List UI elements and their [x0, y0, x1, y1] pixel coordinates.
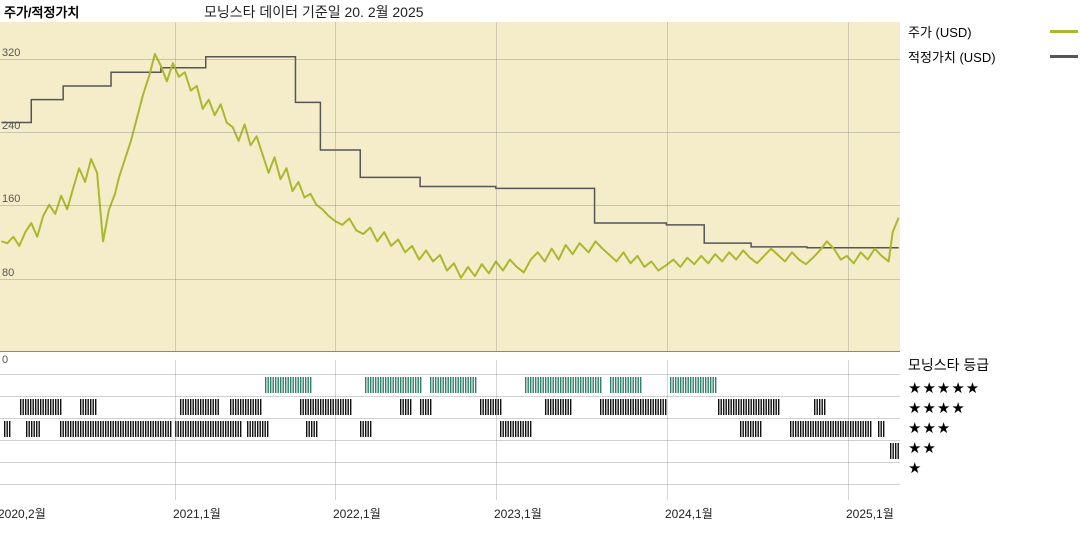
star-row-2: ★★: [908, 439, 1078, 459]
legend-price-swatch: [1050, 30, 1078, 33]
ytick-label: 320: [2, 47, 20, 59]
xtick-label: 2025,1월: [846, 505, 894, 522]
star-row-4: ★★★★: [908, 399, 1078, 419]
star-row-1: ★: [908, 459, 1078, 479]
rating-zero-label: 0: [2, 354, 8, 366]
rating-legend-title: 모닝스타 등급: [908, 355, 1078, 375]
xtick-label: 2020,2월: [0, 505, 46, 522]
legend-price-label: 주가 (USD): [908, 22, 1044, 41]
title-row: 주가/적정가치 모닝스타 데이터 기준일 20. 2월 2025: [4, 2, 1080, 22]
chart-subtitle: 모닝스타 데이터 기준일 20. 2월 2025: [204, 2, 424, 22]
ytick-label: 80: [2, 267, 14, 279]
star-rows: ★★★★★★★★★★★★★★★: [908, 379, 1078, 479]
xtick-label: 2022,1월: [333, 505, 381, 522]
xtick-label: 2024,1월: [665, 505, 713, 522]
price-fairvalue-chart: 80 160 240 320: [0, 22, 900, 352]
xtick-label: 2023,1월: [494, 505, 542, 522]
legend-item-fair: 적정가치 (USD): [908, 47, 1078, 66]
legend: 주가 (USD) 적정가치 (USD): [908, 22, 1078, 72]
legend-fair-label: 적정가치 (USD): [908, 47, 1044, 66]
price-chart-svg: [0, 22, 900, 351]
ytick-label: 160: [2, 193, 20, 205]
ytick-label: 240: [2, 120, 20, 132]
morningstar-rating-chart: 0: [0, 360, 900, 500]
chart-container: 주가/적정가치 모닝스타 데이터 기준일 20. 2월 2025 80 160 24…: [0, 0, 1080, 540]
chart-title: 주가/적정가치: [4, 2, 79, 21]
star-row-3: ★★★: [908, 419, 1078, 439]
star-row-5: ★★★★★: [908, 379, 1078, 399]
rating-chart-svg: [0, 360, 900, 500]
xtick-label: 2021,1월: [173, 505, 221, 522]
rating-legend: 모닝스타 등급 ★★★★★★★★★★★★★★★: [908, 355, 1078, 479]
legend-item-price: 주가 (USD): [908, 22, 1078, 41]
legend-fair-swatch: [1050, 55, 1078, 58]
x-axis: 2020,2월 2021,1월 2022,1월 2023,1월 2024,1월 2025,…: [0, 505, 900, 525]
